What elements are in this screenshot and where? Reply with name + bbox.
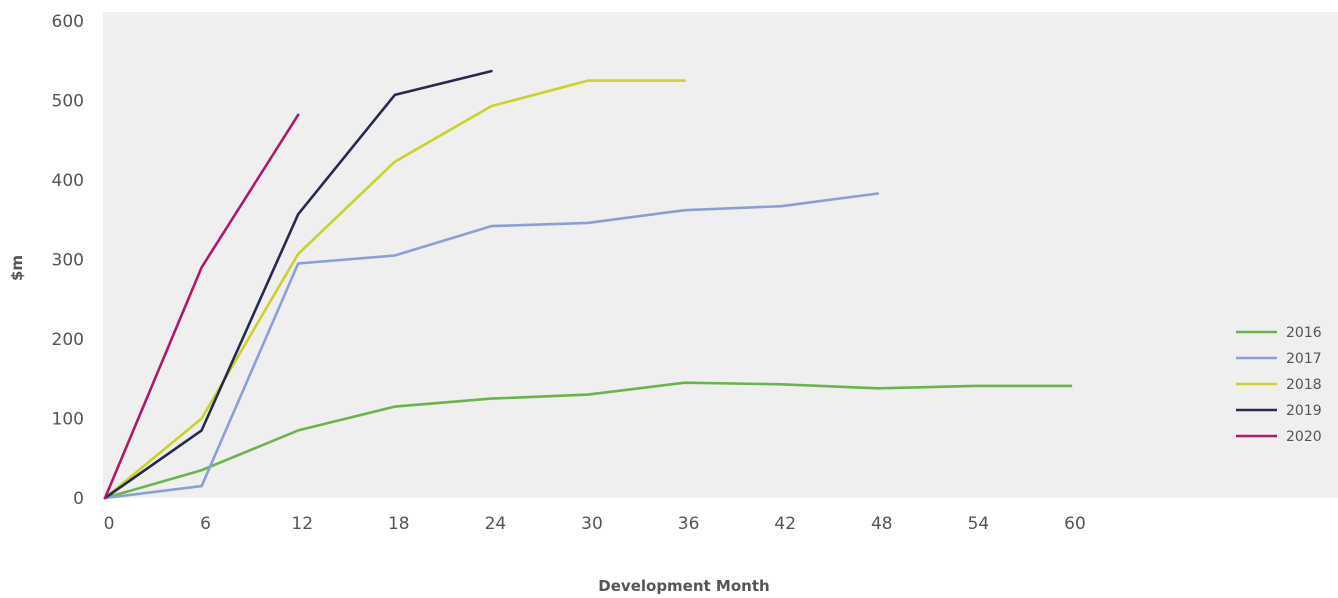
series-line-2016 bbox=[103, 381, 1073, 500]
y-tick-label: 100 bbox=[52, 410, 84, 430]
x-tick-label: 54 bbox=[968, 514, 990, 534]
series-lines bbox=[103, 69, 1073, 500]
y-tick-label: 200 bbox=[52, 330, 84, 350]
y-tick-label: 500 bbox=[52, 92, 84, 112]
y-tick-label: 400 bbox=[52, 171, 84, 191]
x-tick-label: 0 bbox=[104, 514, 115, 534]
series-line-2019 bbox=[103, 69, 493, 500]
x-axis-title: Development Month bbox=[598, 577, 769, 595]
y-tick-label: 0 bbox=[73, 489, 84, 509]
x-tick-label: 60 bbox=[1064, 514, 1086, 534]
series-line-2020 bbox=[103, 113, 300, 500]
x-tick-label: 24 bbox=[485, 514, 507, 534]
x-tick-label: 30 bbox=[581, 514, 603, 534]
series-line-2018 bbox=[103, 79, 686, 500]
legend-label-2019: 2019 bbox=[1286, 403, 1322, 419]
y-axis-ticks: 0 100 200 300 400 500 600 bbox=[52, 12, 84, 509]
x-tick-label: 42 bbox=[774, 514, 796, 534]
legend-label-2016: 2016 bbox=[1286, 325, 1322, 341]
legend-label-2020: 2020 bbox=[1286, 429, 1322, 445]
x-axis-ticks: 0 6 12 18 24 30 36 42 48 54 60 bbox=[104, 514, 1086, 534]
x-tick-label: 18 bbox=[388, 514, 410, 534]
x-tick-label: 36 bbox=[678, 514, 700, 534]
y-tick-label: 300 bbox=[52, 251, 84, 271]
x-tick-label: 48 bbox=[871, 514, 893, 534]
plot-background bbox=[103, 12, 1338, 498]
y-tick-label: 600 bbox=[52, 12, 84, 32]
legend: 2016 2017 2018 2019 2020 bbox=[1236, 325, 1322, 445]
y-axis-title: $m bbox=[8, 255, 26, 281]
x-tick-label: 6 bbox=[200, 514, 211, 534]
series-line-2017 bbox=[103, 192, 880, 500]
legend-label-2018: 2018 bbox=[1286, 377, 1322, 393]
legend-label-2017: 2017 bbox=[1286, 351, 1322, 367]
x-tick-label: 12 bbox=[291, 514, 313, 534]
